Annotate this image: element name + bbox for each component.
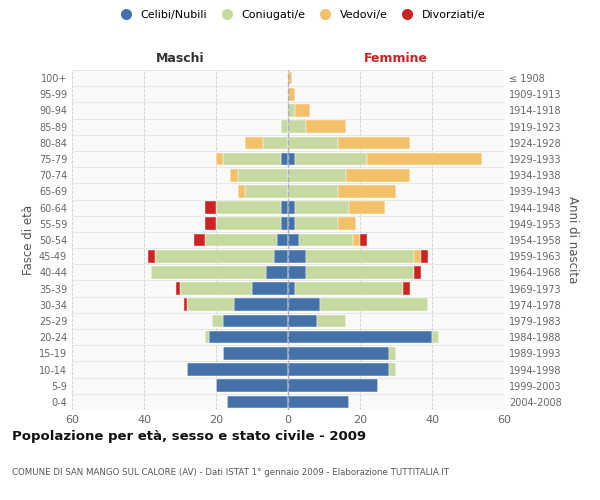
Bar — [414, 250, 421, 262]
Bar — [234, 298, 288, 311]
Bar — [216, 218, 281, 230]
Bar — [288, 136, 338, 149]
Bar — [295, 152, 367, 166]
Bar — [227, 396, 288, 408]
Bar — [216, 380, 288, 392]
Bar — [288, 152, 295, 166]
Bar — [187, 298, 234, 311]
Bar — [180, 282, 252, 295]
Bar — [338, 136, 410, 149]
Bar — [288, 331, 432, 344]
Bar — [421, 250, 428, 262]
Bar — [281, 120, 288, 133]
Bar — [338, 185, 396, 198]
Bar — [281, 152, 288, 166]
Bar — [288, 250, 306, 262]
Bar — [338, 218, 356, 230]
Bar — [266, 266, 288, 278]
Bar — [288, 314, 317, 328]
Bar — [230, 169, 238, 181]
Bar — [194, 234, 205, 246]
Bar — [306, 120, 346, 133]
Bar — [263, 136, 288, 149]
Bar — [349, 202, 385, 214]
Bar — [274, 250, 288, 262]
Bar — [360, 234, 367, 246]
Y-axis label: Fasce di età: Fasce di età — [22, 205, 35, 275]
Bar — [281, 202, 288, 214]
Bar — [403, 282, 410, 295]
Bar — [353, 234, 360, 246]
Legend: Celibi/Nubili, Coniugati/e, Vedovi/e, Divorziati/e: Celibi/Nubili, Coniugati/e, Vedovi/e, Di… — [110, 6, 490, 25]
Bar — [306, 266, 414, 278]
Bar — [288, 72, 292, 85]
Bar — [288, 88, 295, 101]
Bar — [295, 282, 403, 295]
Bar — [252, 282, 288, 295]
Bar — [432, 331, 439, 344]
Bar — [245, 136, 263, 149]
Bar — [288, 282, 295, 295]
Bar — [151, 266, 266, 278]
Bar — [320, 298, 428, 311]
Bar — [295, 202, 349, 214]
Bar — [155, 250, 274, 262]
Bar — [209, 331, 288, 344]
Text: COMUNE DI SAN MANGO SUL CALORE (AV) - Dati ISTAT 1° gennaio 2009 - Elaborazione : COMUNE DI SAN MANGO SUL CALORE (AV) - Da… — [12, 468, 449, 477]
Bar — [184, 298, 187, 311]
Bar — [223, 314, 288, 328]
Bar — [288, 104, 295, 117]
Bar — [288, 380, 378, 392]
Bar — [148, 250, 155, 262]
Bar — [288, 396, 349, 408]
Bar — [223, 152, 281, 166]
Bar — [205, 331, 209, 344]
Bar — [205, 234, 277, 246]
Bar — [367, 152, 482, 166]
Bar — [223, 347, 288, 360]
Bar — [299, 234, 353, 246]
Bar — [288, 363, 389, 376]
Bar — [389, 363, 396, 376]
Bar — [216, 152, 223, 166]
Bar — [187, 363, 288, 376]
Bar — [306, 250, 414, 262]
Bar — [288, 185, 338, 198]
Bar — [205, 218, 216, 230]
Text: Popolazione per età, sesso e stato civile - 2009: Popolazione per età, sesso e stato civil… — [12, 430, 366, 443]
Bar — [288, 202, 295, 214]
Bar — [245, 185, 288, 198]
Bar — [277, 234, 288, 246]
Bar — [317, 314, 346, 328]
Bar — [288, 234, 299, 246]
Bar — [288, 266, 306, 278]
Text: Femmine: Femmine — [364, 52, 428, 65]
Y-axis label: Anni di nascita: Anni di nascita — [566, 196, 579, 284]
Bar — [295, 104, 310, 117]
Bar — [288, 347, 389, 360]
Bar — [205, 202, 216, 214]
Bar — [288, 169, 346, 181]
Bar — [281, 218, 288, 230]
Bar — [238, 169, 288, 181]
Bar — [288, 218, 295, 230]
Text: Maschi: Maschi — [155, 52, 205, 65]
Bar — [238, 185, 245, 198]
Bar — [414, 266, 421, 278]
Bar — [212, 314, 223, 328]
Bar — [389, 347, 396, 360]
Bar — [295, 218, 338, 230]
Bar — [176, 282, 180, 295]
Bar — [346, 169, 410, 181]
Bar — [288, 120, 306, 133]
Bar — [216, 202, 281, 214]
Bar — [288, 298, 320, 311]
